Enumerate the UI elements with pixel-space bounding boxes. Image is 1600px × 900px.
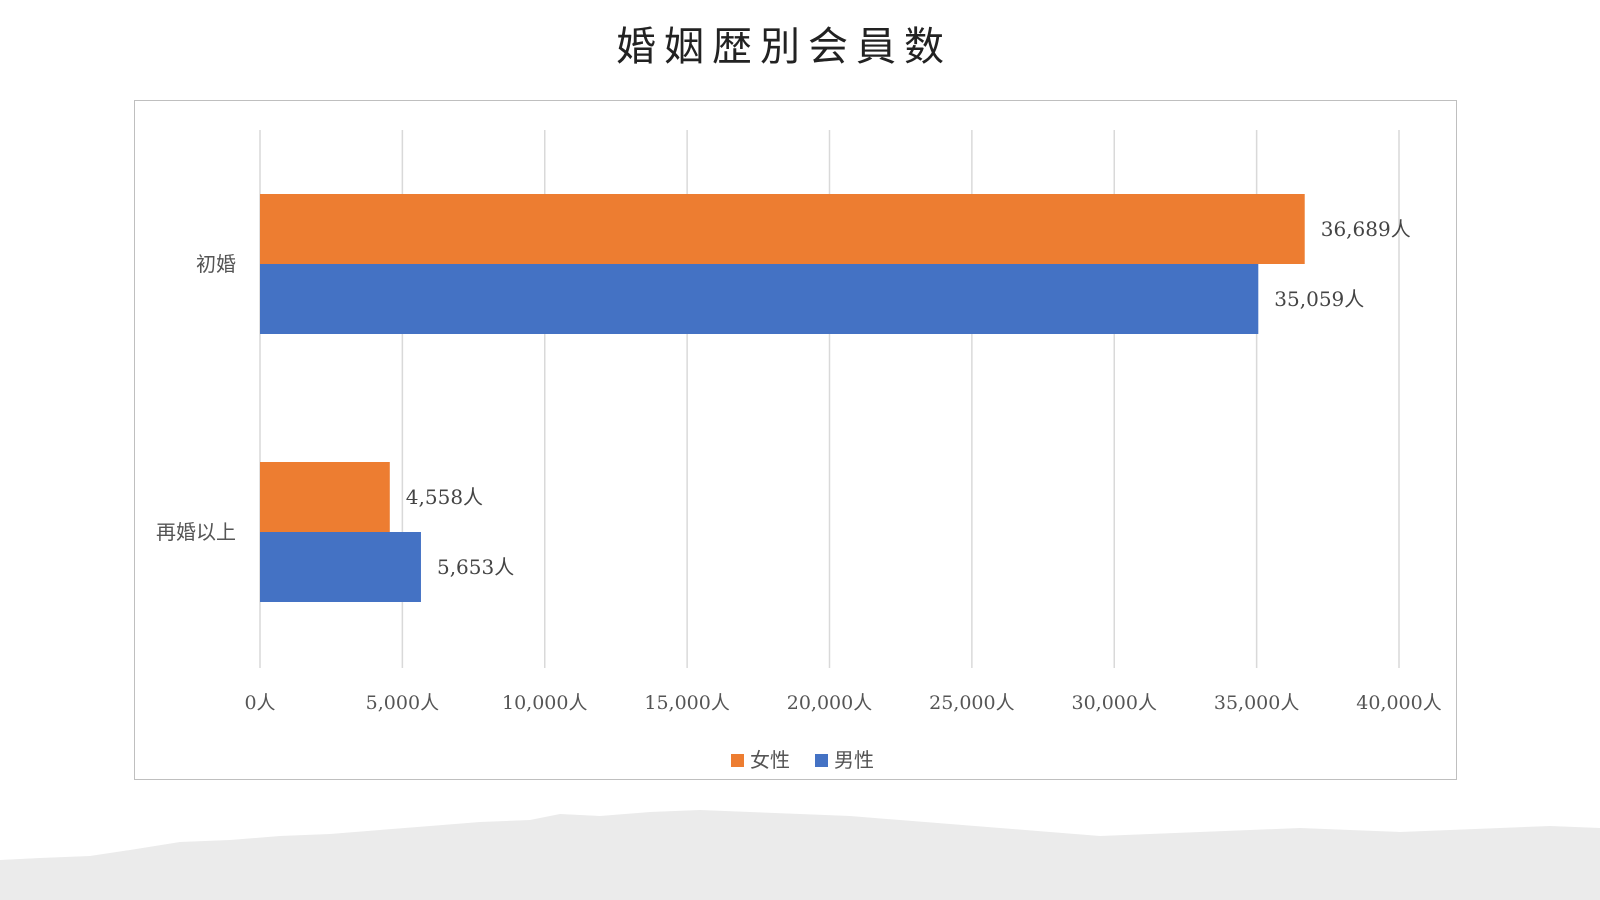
- bar-female-0: [260, 194, 1305, 264]
- legend-swatch: [815, 754, 828, 767]
- data-label: 4,558人: [406, 485, 483, 509]
- bar-male-1: [260, 532, 421, 602]
- x-tick-label: 5,000人: [366, 692, 439, 714]
- x-tick-label: 30,000人: [1072, 692, 1157, 714]
- bars: [260, 194, 1305, 602]
- page-title: 婚姻歴別会員数: [616, 24, 952, 70]
- legend-swatch: [731, 754, 744, 767]
- category-label: 初婚: [196, 252, 236, 276]
- mountain-silhouette-decoration: [0, 810, 1600, 900]
- category-label: 再婚以上: [156, 520, 236, 544]
- bar-male-0: [260, 264, 1259, 334]
- legend-label: 女性: [750, 748, 790, 772]
- data-label: 36,689人: [1321, 217, 1411, 241]
- data-label: 35,059人: [1274, 287, 1364, 311]
- x-tick-label: 15,000人: [644, 692, 729, 714]
- x-tick-label: 0人: [244, 692, 275, 714]
- x-tick-label: 25,000人: [929, 692, 1014, 714]
- legend-label: 男性: [834, 748, 874, 772]
- x-tick-label: 10,000人: [502, 692, 587, 714]
- bar-female-1: [260, 462, 390, 532]
- data-label: 5,653人: [437, 555, 514, 579]
- data-labels: 36,689人 35,059人 4,558人 5,653人: [406, 217, 1411, 579]
- x-axis-ticks: 0人 5,000人 10,000人 15,000人 20,000人 25,000人 30,0…: [244, 692, 1441, 714]
- x-tick-label: 35,000人: [1214, 692, 1299, 714]
- legend: 女性 男性: [731, 748, 874, 772]
- x-tick-label: 20,000人: [787, 692, 872, 714]
- x-tick-label: 40,000人: [1356, 692, 1441, 714]
